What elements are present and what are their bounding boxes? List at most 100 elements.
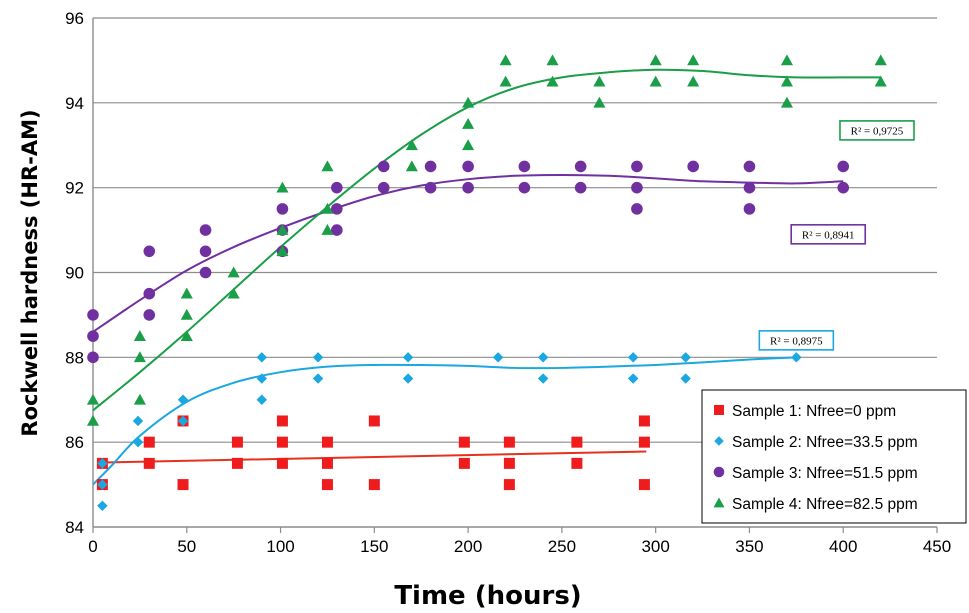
r2-box-2 <box>758 330 835 351</box>
data-point-sample-2 <box>791 352 802 363</box>
data-point-sample-4 <box>687 75 700 87</box>
data-point-sample-3 <box>143 245 156 258</box>
data-point-sample-1 <box>276 457 288 469</box>
r-squared-labels: R² = 0,8975 R² = 0,8941 R² = 0,9725 <box>758 120 915 351</box>
data-point-sample-4 <box>180 330 193 341</box>
r2-label-4: R² = 0,9725 <box>851 125 904 137</box>
data-point-sample-4 <box>780 75 794 87</box>
data-point-sample-2 <box>680 352 691 363</box>
data-point-sample-2 <box>402 373 414 384</box>
data-point-sample-4 <box>405 139 418 151</box>
data-point-sample-3 <box>424 181 437 194</box>
data-point-sample-4 <box>462 139 475 151</box>
y-tick-label: 96 <box>65 9 84 28</box>
data-point-sample-1 <box>638 415 650 427</box>
data-point-sample-4 <box>462 117 475 129</box>
data-point-sample-4 <box>86 414 100 426</box>
trendline-2 <box>92 356 797 486</box>
data-point-sample-4 <box>593 96 606 108</box>
legend-marker-2 <box>714 436 724 446</box>
data-point-sample-1 <box>503 479 515 491</box>
data-point-sample-3 <box>87 351 99 364</box>
data-point-sample-3 <box>424 160 437 173</box>
x-tick-label: 50 <box>177 537 196 556</box>
r2-box-3 <box>790 224 867 245</box>
data-point-sample-1 <box>571 436 583 448</box>
data-point-sample-4 <box>649 54 662 66</box>
data-point-sample-1 <box>276 415 288 427</box>
data-point-sample-2 <box>402 352 414 363</box>
data-point-sample-4 <box>874 54 887 66</box>
x-tick-label: 350 <box>735 537 763 556</box>
data-point-sample-2 <box>97 479 108 490</box>
data-point-sample-4 <box>687 54 700 66</box>
data-point-sample-3 <box>743 160 756 173</box>
data-point-sample-3 <box>199 224 212 236</box>
data-point-sample-3 <box>331 224 343 236</box>
y-axis-title: Rockwell hardness (HR-AM) <box>18 109 42 436</box>
data-point-sample-2 <box>627 352 639 363</box>
data-point-sample-3 <box>631 181 643 194</box>
data-point-sample-3 <box>687 160 699 173</box>
trendline-4 <box>92 68 881 412</box>
data-point-sample-3 <box>331 181 343 194</box>
data-point-sample-2 <box>177 394 189 405</box>
data-point-sample-2 <box>256 352 268 363</box>
data-point-sample-3 <box>631 203 643 215</box>
data-point-sample-1 <box>231 457 243 469</box>
data-point-sample-2 <box>627 373 639 384</box>
legend-box <box>701 389 967 524</box>
data-point-sample-4 <box>227 287 240 299</box>
data-point-sample-2 <box>312 373 324 384</box>
data-point-sample-1 <box>321 479 333 491</box>
data-point-sample-2 <box>537 352 549 363</box>
data-point-sample-4 <box>499 54 512 66</box>
x-axis-title: Time (hours) <box>394 581 581 611</box>
data-point-sample-4 <box>321 202 334 214</box>
trendline-1 <box>102 450 647 464</box>
data-point-sample-1 <box>143 436 155 448</box>
data-point-sample-1 <box>276 436 288 448</box>
x-tick-label: 250 <box>548 537 576 556</box>
data-point-sample-2 <box>256 373 268 384</box>
legend-marker-4 <box>713 497 725 508</box>
data-point-sample-4 <box>546 54 559 66</box>
data-point-sample-2 <box>132 436 144 448</box>
data-point-sample-4 <box>276 181 289 193</box>
x-tick-label: 300 <box>641 537 669 556</box>
data-point-sample-4 <box>780 54 794 66</box>
r2-box-4 <box>839 120 915 141</box>
x-tick-label: 200 <box>454 537 482 556</box>
axes: 84 86 88 90 92 94 96 0 50 100 150 200 250 300 350 400 45… <box>65 9 951 556</box>
data-point-sample-3 <box>199 266 212 279</box>
x-tick-label: 100 <box>266 537 294 556</box>
data-point-sample-4 <box>180 308 193 320</box>
data-point-sample-1 <box>143 457 155 469</box>
data-point-sample-4 <box>86 393 100 405</box>
y-tick-label: 84 <box>65 518 84 537</box>
data-point-sample-3 <box>462 160 474 173</box>
data-point-sample-1 <box>503 436 515 448</box>
y-tick-label: 94 <box>65 94 84 113</box>
data-point-sample-4 <box>780 96 794 108</box>
legend: Sample 1: Nfree=0 ppm Sample 2: Nfree=33.… <box>701 389 967 524</box>
trendline-3 <box>92 173 844 333</box>
x-tick-label: 400 <box>829 537 857 556</box>
legend-marker-1 <box>714 405 724 415</box>
data-point-sample-3 <box>631 160 643 173</box>
data-point-sample-2 <box>97 458 108 469</box>
legend-label-1: Sample 1: Nfree=0 ppm <box>732 403 896 420</box>
r2-label-3: R² = 0,8941 <box>802 229 855 241</box>
y-tick-label: 90 <box>65 264 84 283</box>
data-point-sample-1 <box>368 479 380 491</box>
legend-label-3: Sample 3: Nfree=51.5 ppm <box>732 465 918 482</box>
data-point-sample-4 <box>874 75 887 87</box>
data-point-sample-2 <box>177 415 189 427</box>
data-point-sample-1 <box>503 457 515 469</box>
x-tick-label: 150 <box>360 537 388 556</box>
data-point-sample-1 <box>638 479 650 491</box>
data-point-sample-4 <box>649 75 662 87</box>
data-point-sample-2 <box>256 394 268 405</box>
data-point-sample-2 <box>97 500 108 512</box>
